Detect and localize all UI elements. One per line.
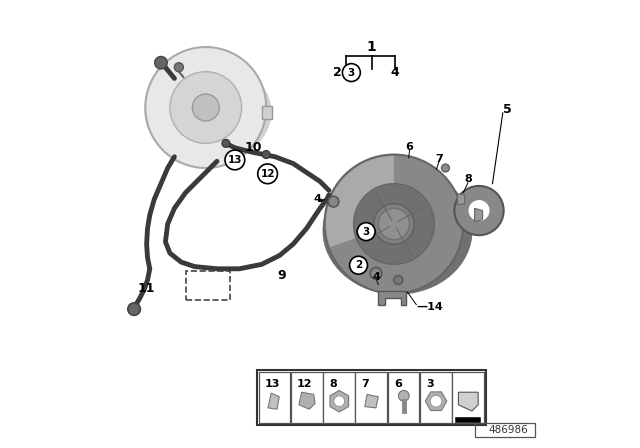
Wedge shape (326, 156, 394, 247)
Text: 1: 1 (367, 40, 376, 54)
Polygon shape (475, 208, 483, 222)
Circle shape (174, 63, 184, 72)
Text: 6: 6 (394, 379, 402, 388)
Circle shape (442, 164, 449, 172)
Circle shape (468, 199, 490, 222)
Circle shape (225, 150, 244, 170)
Circle shape (370, 267, 382, 279)
Text: 12: 12 (260, 169, 275, 179)
Text: 3: 3 (348, 68, 355, 78)
Polygon shape (299, 392, 315, 409)
Circle shape (357, 223, 375, 241)
FancyBboxPatch shape (323, 372, 355, 423)
FancyBboxPatch shape (259, 372, 291, 423)
Ellipse shape (145, 60, 271, 164)
Text: 13: 13 (228, 155, 242, 165)
FancyBboxPatch shape (262, 106, 271, 119)
Circle shape (342, 64, 360, 82)
Text: 3: 3 (426, 379, 434, 388)
Text: 3: 3 (362, 227, 370, 237)
FancyBboxPatch shape (420, 372, 452, 423)
Text: 5: 5 (503, 103, 511, 116)
Text: 4: 4 (314, 194, 322, 204)
Text: 12: 12 (297, 379, 313, 388)
Text: 7: 7 (435, 154, 443, 164)
Text: 8: 8 (330, 379, 337, 388)
Polygon shape (365, 395, 378, 408)
Circle shape (145, 47, 266, 168)
Polygon shape (330, 391, 349, 412)
Circle shape (192, 94, 219, 121)
Text: 11: 11 (138, 282, 155, 296)
Polygon shape (458, 392, 478, 411)
Circle shape (430, 396, 442, 407)
FancyBboxPatch shape (355, 372, 387, 423)
Text: 2: 2 (355, 260, 362, 270)
Circle shape (258, 164, 278, 184)
Text: 2: 2 (333, 66, 341, 79)
Circle shape (398, 391, 409, 401)
Ellipse shape (323, 167, 472, 295)
Text: 9: 9 (278, 269, 286, 282)
Circle shape (222, 139, 230, 147)
Polygon shape (268, 393, 279, 409)
Polygon shape (425, 392, 447, 410)
Text: 10: 10 (245, 141, 262, 155)
Circle shape (354, 184, 435, 264)
Text: 6: 6 (406, 142, 413, 152)
Text: —14: —14 (417, 302, 443, 312)
Circle shape (394, 276, 403, 284)
Circle shape (334, 396, 344, 407)
Circle shape (324, 155, 463, 293)
FancyBboxPatch shape (452, 372, 484, 423)
Polygon shape (378, 291, 406, 305)
Circle shape (170, 72, 242, 143)
Circle shape (374, 204, 414, 244)
Text: 7: 7 (362, 379, 369, 388)
Circle shape (349, 256, 367, 274)
Circle shape (454, 186, 504, 235)
Circle shape (328, 196, 339, 207)
Polygon shape (458, 194, 465, 205)
FancyBboxPatch shape (388, 372, 419, 423)
Text: 4: 4 (391, 66, 399, 79)
Circle shape (128, 303, 140, 315)
Text: 13: 13 (265, 379, 280, 388)
Text: 8: 8 (464, 174, 472, 184)
Circle shape (378, 208, 410, 240)
FancyBboxPatch shape (291, 372, 323, 423)
Text: 4: 4 (372, 272, 380, 282)
Circle shape (262, 151, 270, 159)
Text: 486986: 486986 (488, 425, 529, 435)
Circle shape (155, 56, 167, 69)
